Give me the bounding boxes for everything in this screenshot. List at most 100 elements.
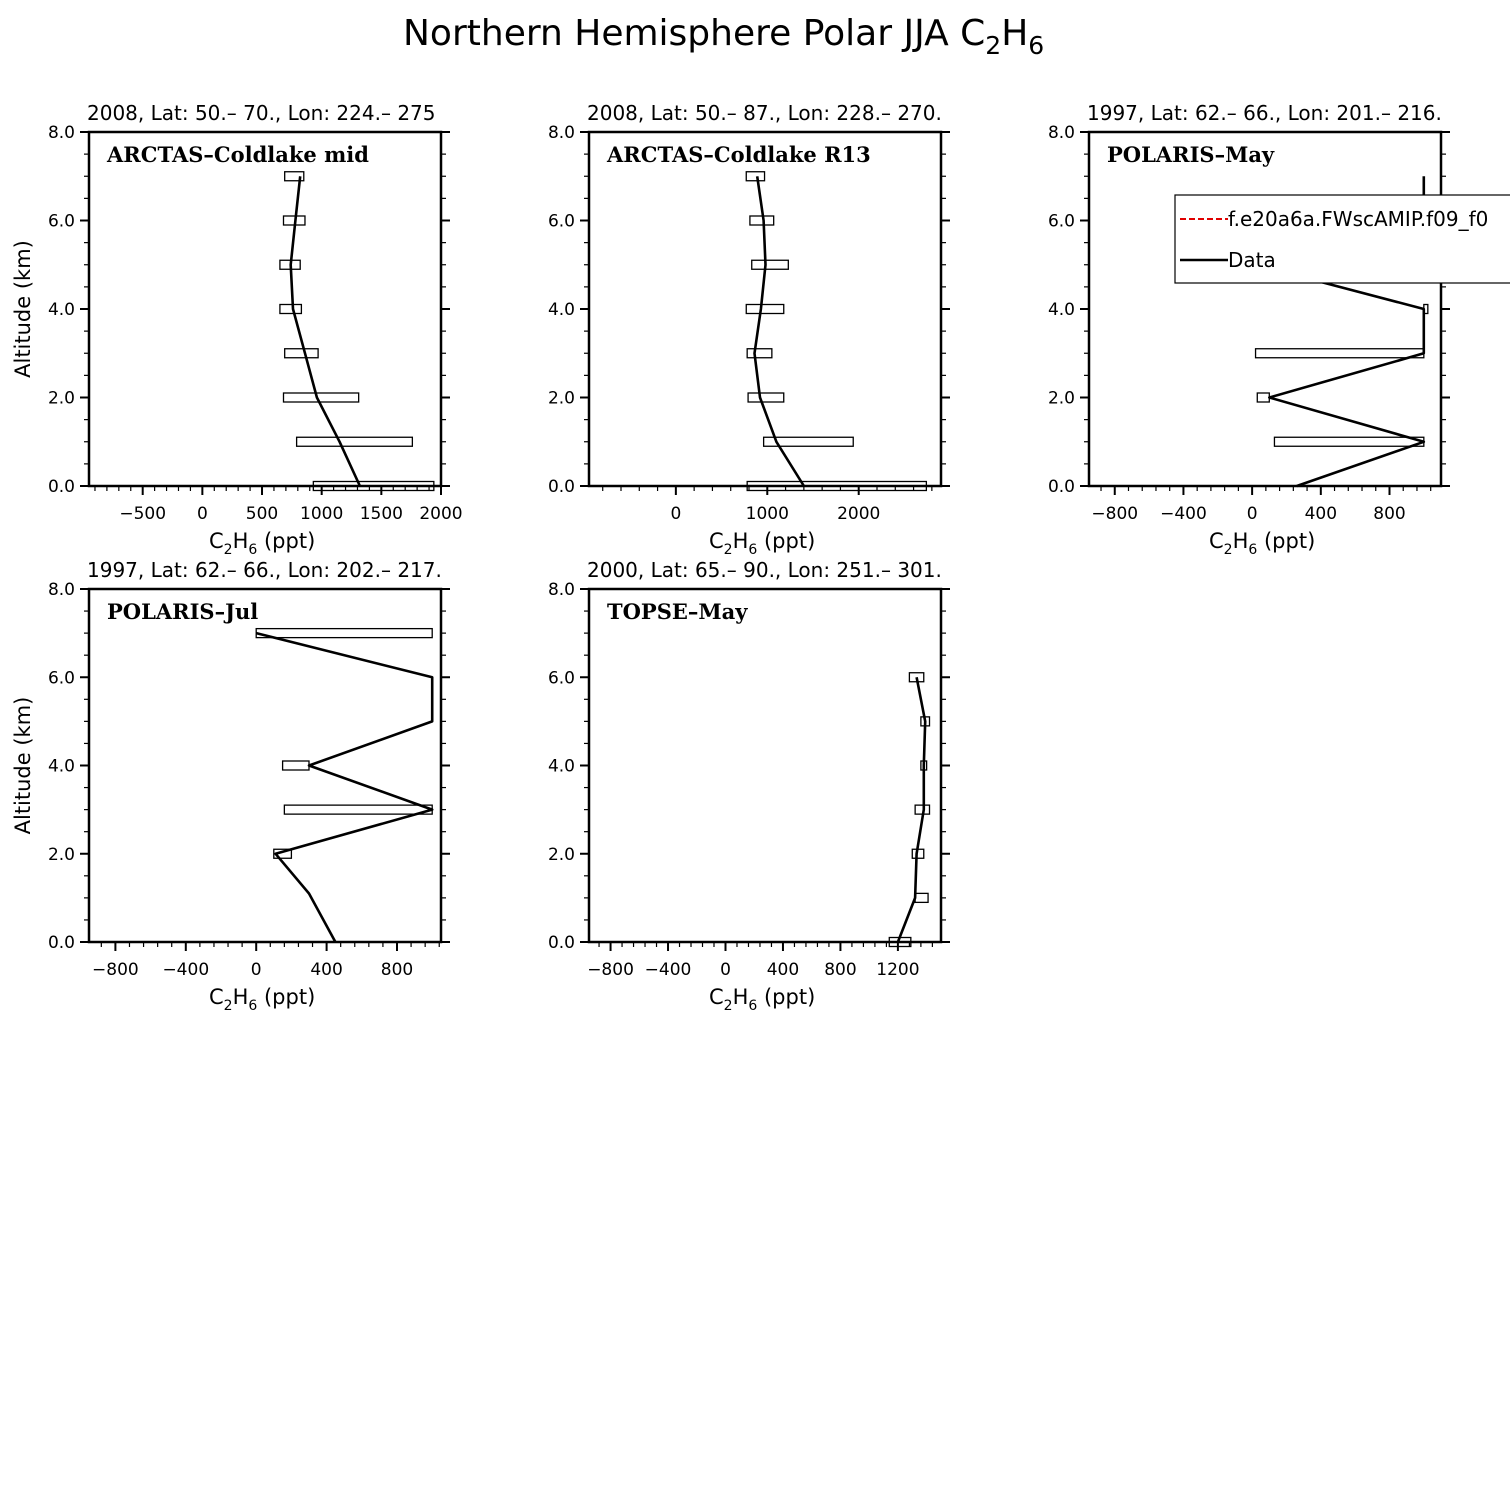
x-tick-label: −400 bbox=[1160, 504, 1207, 524]
data-profile-line bbox=[896, 677, 927, 943]
plot-frame bbox=[587, 130, 943, 488]
y-tick-label: 0.0 bbox=[548, 477, 575, 497]
y-axis-label: Altitude (km) bbox=[11, 240, 35, 378]
panel-header: 2008, Lat: 50.– 87., Lon: 228.– 270. bbox=[587, 101, 942, 125]
data-range-box bbox=[745, 171, 766, 182]
x-tick-label: −400 bbox=[645, 960, 692, 980]
x-tick-label: −800 bbox=[587, 960, 634, 980]
data-range-box bbox=[746, 480, 928, 492]
x-tick-label: 400 bbox=[767, 960, 799, 980]
data-range-box bbox=[255, 627, 433, 639]
data-range-box bbox=[281, 760, 310, 771]
panel-label: ARCTAS–Coldlake mid bbox=[106, 142, 369, 167]
data-range-box bbox=[283, 804, 433, 815]
data-range-box bbox=[1273, 436, 1425, 447]
panel-4: 1997, Lat: 62.– 66., Lon: 202.– 217. 0.0 2… bbox=[11, 558, 450, 1014]
data-profile-line bbox=[289, 176, 362, 487]
panel-header: 1997, Lat: 62.– 66., Lon: 201.– 216. bbox=[1087, 101, 1442, 125]
panel-header: 1997, Lat: 62.– 66., Lon: 202.– 217. bbox=[87, 558, 442, 582]
y-tick-label: 4.0 bbox=[1048, 300, 1075, 320]
y-tick-label: 8.0 bbox=[48, 580, 75, 600]
data-range-box bbox=[282, 392, 360, 403]
y-axis-label: Altitude (km) bbox=[11, 697, 35, 835]
data-profile-line bbox=[255, 631, 434, 943]
y-tick-label: 6.0 bbox=[548, 668, 575, 688]
x-tick-label: 2000 bbox=[419, 504, 462, 524]
panel-header: 2008, Lat: 50.– 70., Lon: 224.– 275 bbox=[87, 101, 436, 125]
y-tick-label: 6.0 bbox=[48, 212, 75, 232]
x-tick-label: 0 bbox=[197, 504, 208, 524]
x-tick-label: 0 bbox=[251, 960, 262, 980]
x-tick-label: 1200 bbox=[876, 960, 919, 980]
panel-2: 2008, Lat: 50.– 87., Lon: 228.– 270. 0.0 2… bbox=[548, 101, 950, 558]
x-tick-label: 0 bbox=[1247, 504, 1258, 524]
x-axis-label: C2H6 (ppt) bbox=[209, 529, 315, 558]
x-tick-label: 400 bbox=[1305, 504, 1337, 524]
data-range-box bbox=[284, 348, 319, 359]
x-axis-label: C2H6 (ppt) bbox=[709, 529, 815, 558]
y-tick-label: 2.0 bbox=[48, 845, 75, 865]
x-tick-label: 400 bbox=[310, 960, 342, 980]
y-tick-label: 4.0 bbox=[48, 300, 75, 320]
panel-3: 1997, Lat: 62.– 66., Lon: 201.– 216. 0.0 2… bbox=[1048, 101, 1450, 558]
panel-1: 2008, Lat: 50.– 70., Lon: 224.– 275 0.0 2.… bbox=[11, 101, 463, 558]
legend-label-data: Data bbox=[1228, 248, 1276, 272]
y-tick-label: 8.0 bbox=[48, 123, 75, 143]
y-tick-label: 6.0 bbox=[548, 212, 575, 232]
legend-label-model: f.e20a6a.FWscAMIP.f09_f0 bbox=[1228, 207, 1488, 231]
panel-label: POLARIS–May bbox=[1107, 142, 1275, 167]
panel-label: TOPSE–May bbox=[607, 599, 748, 624]
data-range-box bbox=[1254, 348, 1425, 359]
data-range-box bbox=[312, 480, 435, 492]
y-tick-label: 2.0 bbox=[548, 389, 575, 409]
x-axis-label: C2H6 (ppt) bbox=[1209, 529, 1315, 558]
x-tick-label: −400 bbox=[162, 960, 209, 980]
x-axis-label: C2H6 (ppt) bbox=[709, 985, 815, 1014]
y-tick-label: 8.0 bbox=[548, 123, 575, 143]
y-tick-label: 6.0 bbox=[1048, 212, 1075, 232]
x-tick-label: −800 bbox=[1091, 504, 1138, 524]
plot-frame bbox=[587, 587, 943, 944]
data-range-box bbox=[749, 215, 775, 226]
data-range-box bbox=[284, 171, 305, 182]
x-tick-label: 800 bbox=[824, 960, 856, 980]
figure-title: Northern Hemisphere Polar JJA C2H6 bbox=[403, 13, 1044, 60]
data-range-box bbox=[295, 436, 414, 447]
panel-label: ARCTAS–Coldlake R13 bbox=[606, 142, 871, 167]
y-tick-label: 2.0 bbox=[548, 845, 575, 865]
panel-header: 2000, Lat: 65.– 90., Lon: 251.– 301. bbox=[587, 558, 942, 582]
data-range-box bbox=[914, 892, 929, 904]
y-tick-label: 6.0 bbox=[48, 668, 75, 688]
x-tick-label: 0 bbox=[720, 960, 731, 980]
x-tick-label: −800 bbox=[92, 960, 139, 980]
x-tick-label: 500 bbox=[246, 504, 278, 524]
x-axis-label: C2H6 (ppt) bbox=[209, 985, 315, 1014]
panel-label: POLARIS–Jul bbox=[107, 599, 258, 624]
y-tick-label: 4.0 bbox=[548, 757, 575, 777]
data-range-box bbox=[751, 259, 789, 270]
legend: f.e20a6a.FWscAMIP.f09_f0 Data bbox=[1174, 194, 1510, 284]
data-range-box bbox=[1256, 392, 1270, 403]
y-tick-label: 8.0 bbox=[548, 580, 575, 600]
data-range-box bbox=[746, 348, 773, 359]
y-tick-label: 4.0 bbox=[48, 757, 75, 777]
x-tick-label: 1000 bbox=[300, 504, 343, 524]
x-tick-label: 800 bbox=[1373, 504, 1405, 524]
x-tick-label: 1000 bbox=[746, 504, 789, 524]
y-tick-label: 0.0 bbox=[48, 933, 75, 953]
legend-box bbox=[1174, 194, 1510, 284]
y-tick-label: 8.0 bbox=[1048, 123, 1075, 143]
x-tick-label: 800 bbox=[381, 960, 413, 980]
y-tick-label: 0.0 bbox=[1048, 477, 1075, 497]
data-range-box bbox=[745, 303, 785, 315]
x-tick-label: −500 bbox=[119, 504, 166, 524]
x-tick-label: 2000 bbox=[837, 504, 880, 524]
data-range-box bbox=[279, 303, 303, 315]
panels: 2008, Lat: 50.– 70., Lon: 224.– 275 0.0 2.… bbox=[11, 101, 1450, 1014]
data-range-box bbox=[762, 436, 854, 447]
x-tick-label: 1500 bbox=[360, 504, 403, 524]
panel-5: 2000, Lat: 65.– 90., Lon: 251.– 301. 0.0 2… bbox=[548, 558, 950, 1014]
data-range-box bbox=[747, 392, 785, 403]
y-tick-label: 2.0 bbox=[48, 389, 75, 409]
